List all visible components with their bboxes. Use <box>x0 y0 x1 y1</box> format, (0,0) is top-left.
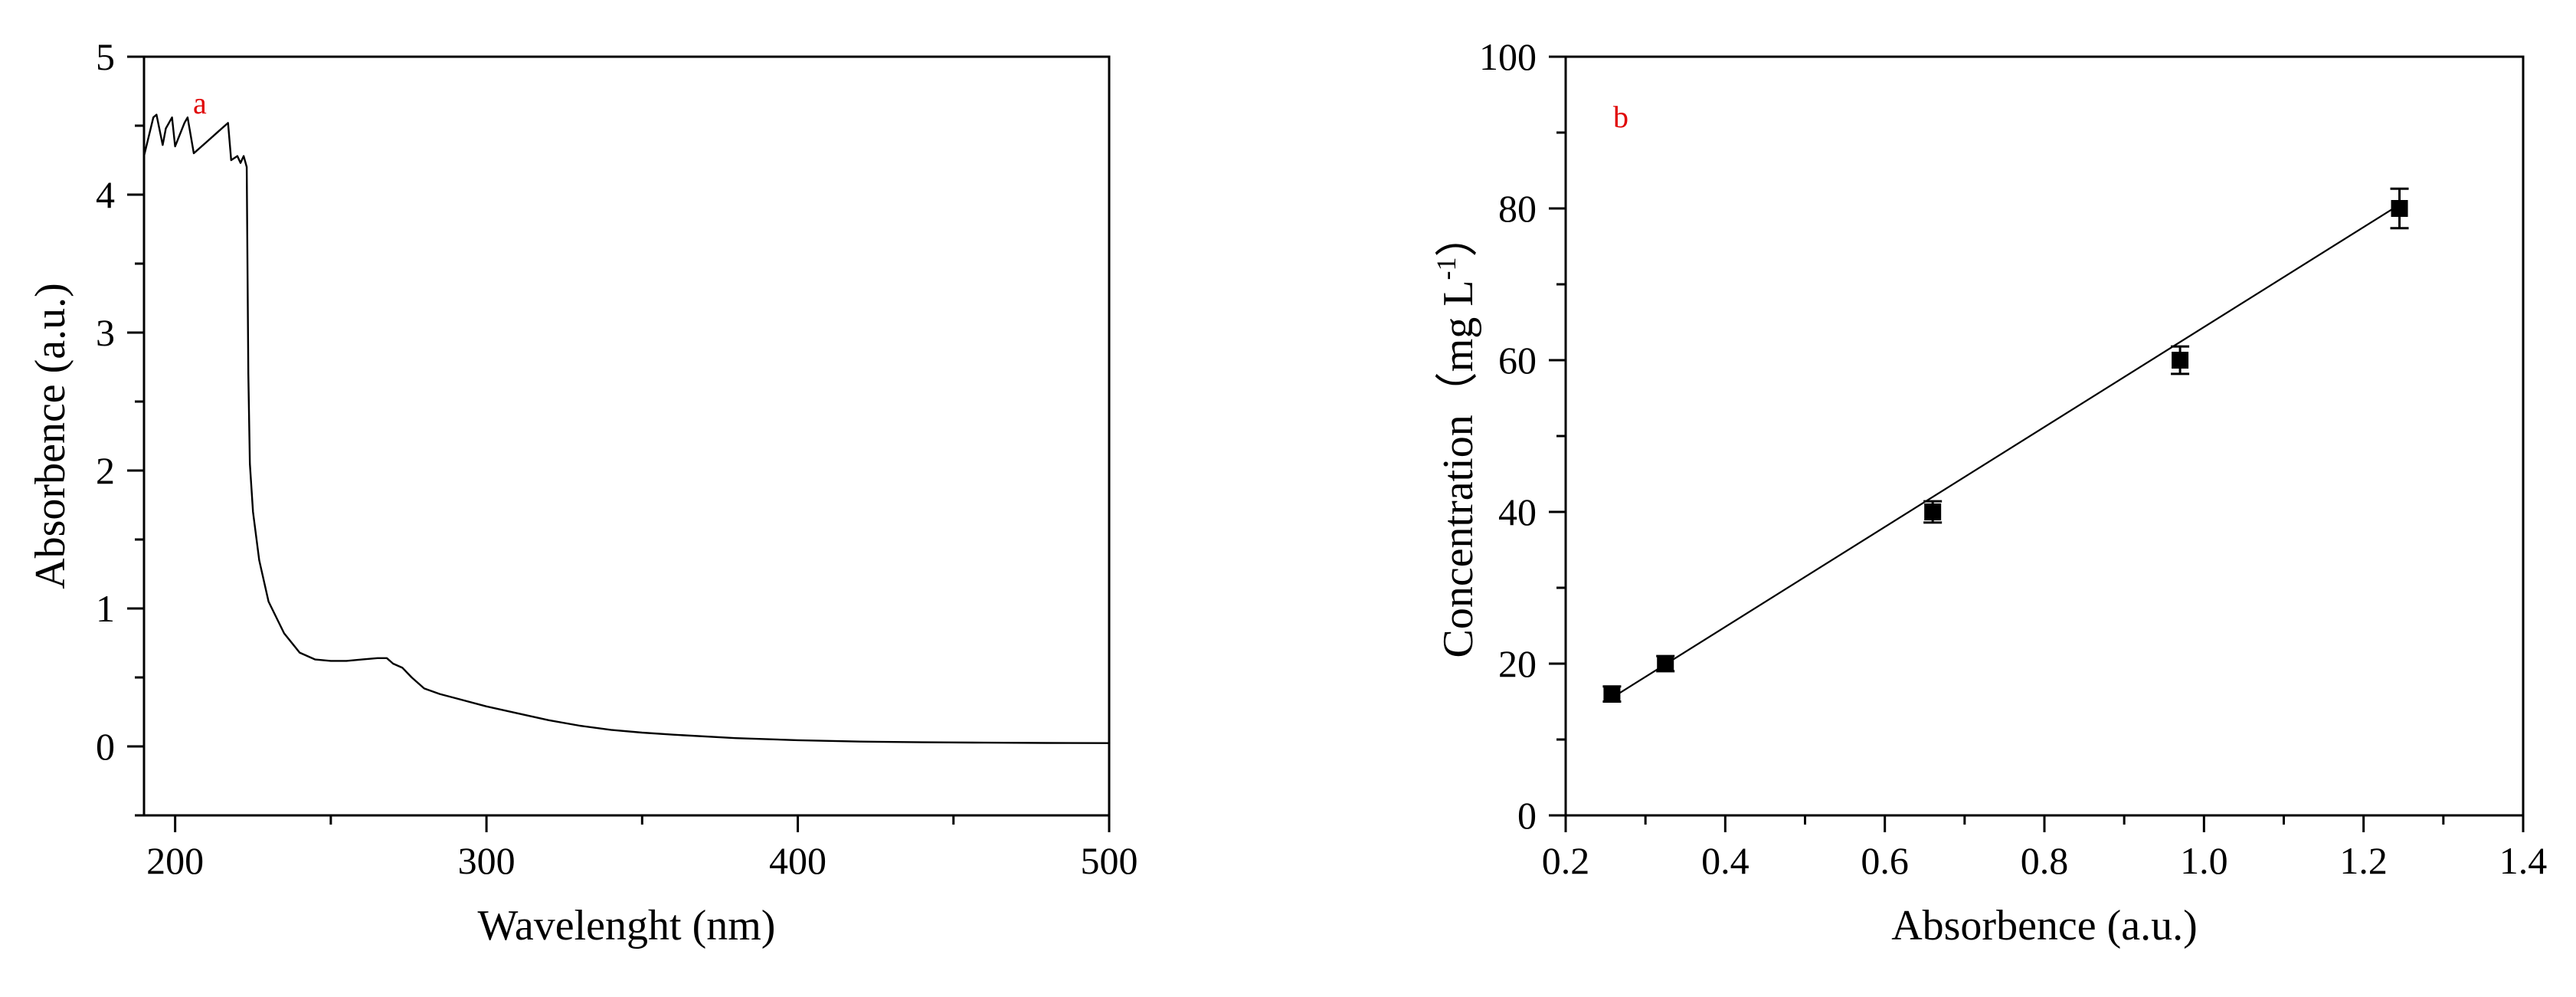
y-tick-label: 5 <box>96 35 115 78</box>
panel-b: 0.2 0.4 0.6 0.8 1.0 1.2 1.4 0 20 40 60 80 100 Absorbe… <box>1431 35 2547 949</box>
data-point <box>2391 200 2408 217</box>
x-tick-label: 1.2 <box>2339 839 2388 882</box>
data-point <box>2172 352 2189 369</box>
y-axis-title-sup: -1 <box>1431 257 1461 280</box>
x-tick-label: 0.4 <box>1701 839 1750 882</box>
x-axis-title: Wavelenght (nm) <box>478 902 776 949</box>
y-axis-title: Absorbence (a.u.) <box>27 283 74 589</box>
y-tick-label: 100 <box>1479 35 1537 78</box>
x-tick-label: 400 <box>769 839 826 882</box>
x-tick-label: 1.0 <box>2180 839 2228 882</box>
data-point <box>1657 655 1674 672</box>
panel-label: b <box>1613 100 1628 134</box>
fit-line <box>1609 204 2401 700</box>
x-tick-label: 0.6 <box>1861 839 1909 882</box>
x-tick-label: 0.2 <box>1542 839 1590 882</box>
y-tick-label: 4 <box>96 173 115 216</box>
y-axis-title: Concentration（mg L-1） <box>1431 214 1482 658</box>
panel-a: 200 300 400 500 0 1 2 3 4 5 Wavelenght (nm) Absorbe… <box>27 35 1138 949</box>
y-axis-title-main: Concentration（mg L <box>1435 280 1482 658</box>
panel-label: a <box>193 86 207 120</box>
y-tick-label: 20 <box>1498 642 1537 685</box>
x-tick-label: 500 <box>1081 839 1138 882</box>
data-point <box>1603 685 1621 703</box>
data-point <box>1924 503 1942 520</box>
plot-frame <box>142 55 1111 817</box>
y-tick-label: 1 <box>96 587 115 630</box>
plot-frame <box>1564 55 2525 817</box>
y-tick-label: 0 <box>1517 794 1537 837</box>
y-axis-title-end: ） <box>1435 214 1482 257</box>
x-tick-label: 200 <box>146 839 204 882</box>
x-tick-label: 1.4 <box>2499 839 2548 882</box>
series-line <box>142 113 1110 744</box>
y-tick-label: 80 <box>1498 187 1537 230</box>
y-tick-label: 40 <box>1498 490 1537 533</box>
y-tick-label: 2 <box>96 449 115 492</box>
y-tick-label: 0 <box>96 725 115 768</box>
x-tick-label: 300 <box>458 839 516 882</box>
x-tick-label: 0.8 <box>2021 839 2069 882</box>
x-axis-title: Absorbence (a.u.) <box>1891 902 2198 949</box>
y-tick-label: 3 <box>96 311 115 354</box>
y-tick-label: 60 <box>1498 339 1537 382</box>
